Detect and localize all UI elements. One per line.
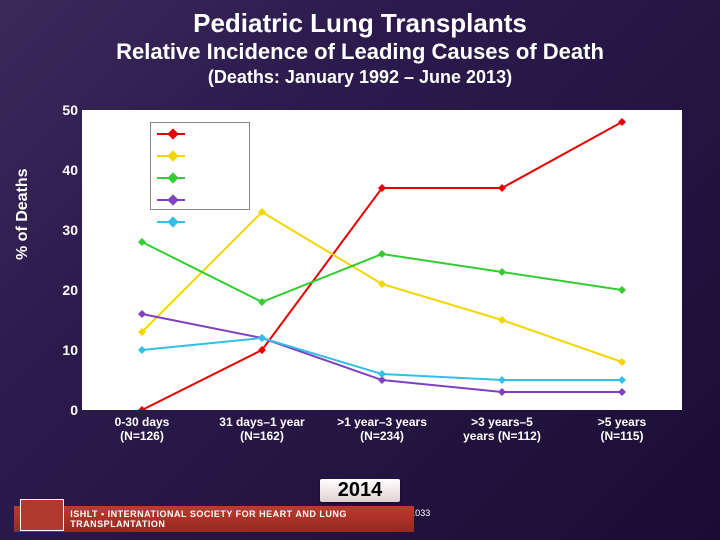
y-tick-label: 50	[52, 102, 78, 118]
legend-item	[151, 145, 249, 167]
y-tick-label: 20	[52, 282, 78, 298]
legend-item	[151, 123, 249, 145]
x-category-label: >5 years(N=115)	[562, 415, 682, 444]
series-marker	[138, 310, 146, 318]
y-axis-label: % of Deaths	[14, 168, 32, 260]
series-marker	[618, 286, 626, 294]
x-category-label: 31 days–1 year(N=162)	[202, 415, 322, 444]
series-marker	[498, 268, 506, 276]
x-category-label: >1 year–3 years(N=234)	[322, 415, 442, 444]
ishlt-logo-icon	[20, 499, 64, 531]
legend-item	[151, 167, 249, 189]
series-marker	[498, 184, 506, 192]
x-category-label: 0-30 days(N=126)	[82, 415, 202, 444]
series-marker	[138, 346, 146, 354]
title-subtitle: (Deaths: January 1992 – June 2013)	[0, 67, 720, 88]
series-marker	[618, 358, 626, 366]
ishlt-org-text: ISHLT • INTERNATIONAL SOCIETY FOR HEART …	[70, 509, 414, 529]
x-category-label: >3 years–5years (N=112)	[442, 415, 562, 444]
title-line-2: Relative Incidence of Leading Causes of …	[0, 39, 720, 65]
ishlt-bar: ISHLT • INTERNATIONAL SOCIETY FOR HEART …	[14, 506, 414, 532]
title-line-1: Pediatric Lung Transplants	[0, 8, 720, 39]
series-marker	[378, 370, 386, 378]
legend-box	[150, 122, 250, 210]
title-block: Pediatric Lung Transplants Relative Inci…	[0, 0, 720, 88]
y-tick-label: 0	[52, 402, 78, 418]
y-tick-label: 10	[52, 342, 78, 358]
series-marker	[618, 388, 626, 396]
series-marker	[258, 298, 266, 306]
slide-root: Pediatric Lung Transplants Relative Inci…	[0, 0, 720, 540]
legend-item	[151, 211, 249, 233]
series-marker	[258, 334, 266, 342]
series-marker	[378, 250, 386, 258]
year-text: 2014	[320, 479, 401, 502]
series-marker	[138, 238, 146, 246]
y-tick-label: 40	[52, 162, 78, 178]
year-badge: 2014	[220, 479, 500, 502]
series-marker	[618, 118, 626, 126]
series-marker	[498, 316, 506, 324]
chart-area: % of Deaths 010203040500-30 days(N=126)3…	[22, 110, 698, 470]
footer: 2014 JHLT. 2014 Oct; 33(10): 1025-1033 I…	[0, 490, 720, 540]
series-marker	[498, 388, 506, 396]
legend-item	[151, 189, 249, 211]
y-tick-label: 30	[52, 222, 78, 238]
series-marker	[618, 376, 626, 384]
series-marker	[498, 376, 506, 384]
plot-background	[82, 110, 682, 410]
